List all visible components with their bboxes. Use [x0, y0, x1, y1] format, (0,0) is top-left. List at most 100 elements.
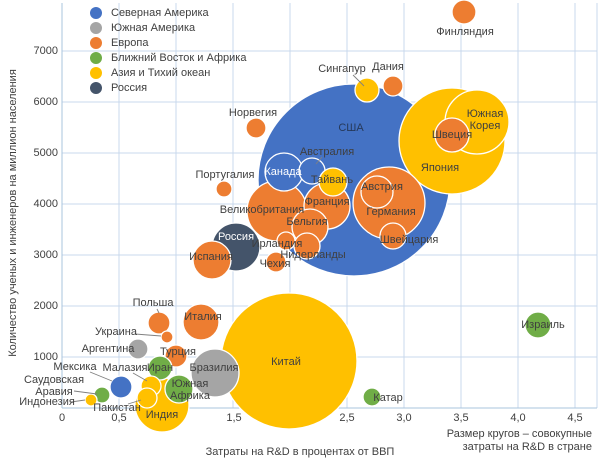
bubble-austria — [360, 175, 394, 209]
legend-label: Россия — [111, 81, 148, 94]
bubble-label-china: Китай — [271, 356, 301, 368]
legend-swatch-icon — [90, 21, 102, 34]
bubble-label-qatar: Катар — [373, 392, 403, 404]
bubble-label-norway: Норвегия — [228, 107, 278, 119]
bubble-label-iran: Иран — [146, 362, 174, 374]
bubble-label-denmark: Дания — [372, 61, 404, 73]
bubble-iran — [147, 355, 173, 381]
label-connector-mexico — [89, 371, 113, 382]
legend-label: Азия и Тихий океан — [111, 66, 211, 79]
x-tick-3,5: 3,5 — [453, 412, 469, 424]
bubble-ireland — [276, 231, 296, 251]
bubble-label-south-africa: Южная Африка — [170, 378, 210, 402]
y-axis-title: Количество ученых и инженеров на миллион… — [7, 69, 19, 357]
bubble-label-czechia: Чехия — [259, 258, 291, 270]
label-connector-poland — [156, 308, 160, 314]
legend-item-2: Европа — [90, 35, 246, 50]
legend-item-3: Ближний Восток и Африка — [90, 50, 246, 65]
bubble-label-mexico: Мексика — [53, 361, 97, 373]
bubble-label-singapore: Сингапур — [318, 63, 366, 75]
bubble-ukraine — [160, 330, 174, 344]
bubble-label-brazil: Бразилия — [189, 362, 239, 374]
bubble-israel — [524, 311, 552, 339]
bubble-taiwan — [318, 167, 348, 197]
label-connector-malaysia — [132, 372, 148, 382]
bubble-label-belgium: Бельгия — [286, 216, 328, 228]
bubble-label-turkey: Турция — [160, 346, 196, 358]
legend-swatch-icon — [90, 51, 102, 64]
label-connector-indonesia — [70, 399, 86, 403]
y-tick-1000: 1000 — [33, 351, 58, 363]
bubble-label-ukraine: Украина — [95, 326, 137, 338]
y-tick-7000: 7000 — [33, 45, 58, 57]
bubble-label-italy: Италия — [184, 311, 222, 323]
bubble-norway — [245, 117, 267, 139]
bubble-label-germany: Германия — [366, 206, 416, 218]
bubble-qatar — [362, 387, 382, 407]
bubble-label-israel: Израиль — [521, 319, 565, 331]
bubble-label-uk: Великобритания — [219, 204, 305, 216]
bubble-mexico — [109, 375, 133, 399]
y-tick-5000: 5000 — [33, 147, 58, 159]
bubble-singapore — [354, 77, 380, 103]
bubble-brazil — [190, 348, 240, 398]
y-tick-4000: 4000 — [33, 198, 58, 210]
x-tick-0,5: 0,5 — [111, 412, 127, 424]
bubble-finland — [451, 0, 477, 25]
bubble-label-austria: Австрия — [361, 181, 403, 193]
bubble-pakistan — [136, 387, 158, 409]
bubble-label-canada: Канада — [264, 166, 302, 178]
bubble-label-south-korea: Южная Корея — [466, 108, 504, 132]
bubble-label-malaysia: Малазия — [102, 362, 148, 374]
bubble-label-finland: Финляндия — [436, 26, 494, 38]
legend-label: Ближний Восток и Африка — [111, 51, 247, 64]
legend-swatch-icon — [90, 6, 102, 19]
bubble-italy — [182, 303, 220, 341]
x-tick-4,0: 4,0 — [510, 412, 526, 424]
legend-item-4: Азия и Тихий океан — [90, 65, 246, 80]
bubble-sweden — [434, 117, 470, 153]
legend-label: Северная Америка — [111, 6, 209, 19]
legend-swatch-icon — [90, 66, 102, 79]
bubble-switzerland — [379, 222, 407, 250]
bubble-label-france: Франция — [304, 196, 350, 208]
bubble-argentina — [127, 338, 149, 360]
bubble-label-sweden: Швеция — [431, 129, 473, 141]
bubble-label-russia: Россия — [217, 231, 255, 243]
x-axis-title: Затраты на R&D в процентах от ВВП — [205, 446, 395, 458]
x-tick-3,0: 3,0 — [396, 412, 412, 424]
y-tick-3000: 3000 — [33, 249, 58, 261]
legend-item-1: Южная Америка — [90, 20, 246, 35]
x-tick-4,5: 4,5 — [567, 412, 583, 424]
bubble-label-spain: Испания — [189, 251, 233, 263]
bubble-label-ireland: Ирландия — [251, 238, 303, 250]
bubble-spain — [192, 240, 232, 280]
y-tick-2000: 2000 — [33, 300, 58, 312]
bubble-label-india: Индия — [145, 409, 179, 421]
bubble-denmark — [382, 75, 404, 97]
bubble-label-saudi-arabia: Саудовская Аравия — [23, 374, 85, 398]
bubble-label-portugal: Португалия — [195, 169, 255, 181]
legend-item-0: Северная Америка — [90, 5, 246, 20]
y-tick-6000: 6000 — [33, 96, 58, 108]
legend-label: Европа — [111, 36, 149, 49]
bubble-size-note-line2: затраты на R&D в стране — [462, 440, 592, 453]
legend-item-5: Россия — [90, 80, 246, 95]
label-connector-ukraine — [134, 333, 162, 337]
bubble-portugal — [215, 180, 233, 198]
label-connector-saudi-arabia — [73, 390, 98, 395]
bubble-south-africa — [164, 374, 194, 404]
bubble-label-australia: Австралия — [299, 146, 355, 158]
bubble-label-poland: Польша — [132, 297, 174, 309]
label-connector-australia — [315, 156, 323, 165]
bubble-label-pakistan: Пакистан — [93, 402, 141, 414]
label-connector-pakistan — [127, 399, 142, 405]
x-tick-0: 0 — [58, 412, 66, 424]
bubble-label-netherlands: Нидерланды — [280, 249, 346, 261]
bubble-czechia — [265, 251, 287, 273]
x-tick-1,5: 1,5 — [226, 412, 242, 424]
legend-label: Южная Америка — [111, 21, 196, 34]
legend: Северная Америка Южная Америка Европа Ближн… — [90, 5, 246, 95]
